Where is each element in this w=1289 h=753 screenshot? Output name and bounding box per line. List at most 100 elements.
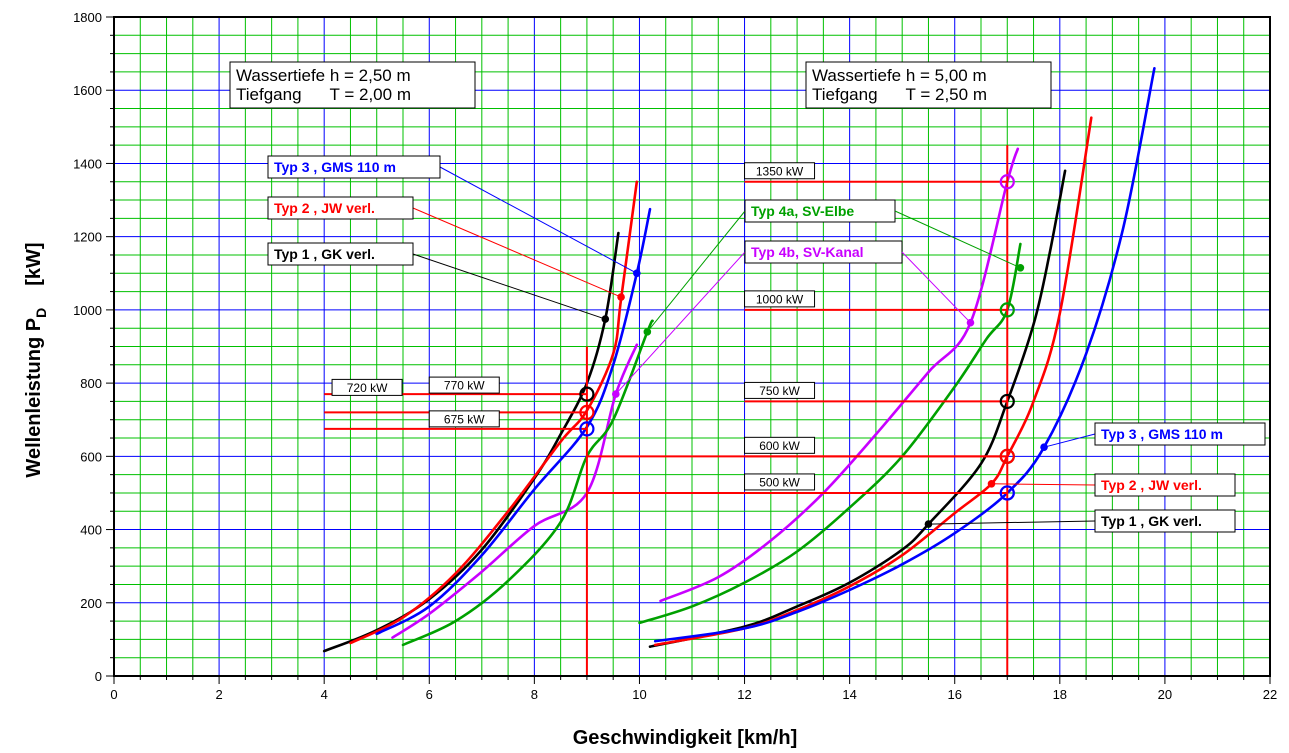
legend-leader-line [412,207,622,298]
reference-label: 600 kW [744,436,816,454]
y-tick-label: 200 [80,596,102,611]
legend-leader-line [901,251,971,324]
curve-deep-blue [653,67,1156,643]
reference-label-box [744,436,816,454]
y-tick-label: 1600 [73,83,102,98]
legend-leader-line [991,483,1096,486]
y-tick-label: 400 [80,523,102,538]
legend-label-text: Typ 3 , GMS 110 m [1101,426,1223,442]
legend-anchor-dot [966,318,975,327]
reference-label: 1000 kW [744,290,816,308]
x-tick-label: 16 [947,687,961,702]
reference-label-text: 720 kW [347,381,388,395]
x-tick-label: 2 [215,687,222,702]
reference-point-marker [579,404,595,420]
x-tick-label: 14 [842,687,856,702]
legend-label-text: Typ 1 , GK verl. [1101,513,1202,529]
grid [113,16,1271,677]
y-tick-label: 600 [80,449,102,464]
legend-label: Typ 4b, SV-Kanal [612,240,903,398]
reference-label-text: 600 kW [759,439,800,453]
legend-label-box [1094,473,1236,497]
legend-label: Typ 3 , GMS 110 m [1040,422,1266,451]
svg-text:Wellenleistung PD[kW]: Wellenleistung PD [kW] [23,242,49,477]
legend-anchor-dot [633,269,641,278]
x-tick-label: 20 [1158,687,1172,702]
y-tick-label: 0 [95,669,102,684]
legend-anchor-dot [612,390,620,398]
curve-shallow-green [401,319,654,647]
info-box-line2: Tiefgang T = 2,00 m [236,85,411,104]
legend-anchor-dot [987,479,996,488]
reference-lines [324,145,1009,676]
reference-label-box [331,378,403,396]
reference-label: 750 kW [744,381,816,399]
reference-label-box [744,290,816,308]
reference-label: 720 kW [331,378,403,396]
curve-deep-magenta [659,147,1020,603]
x-tick-label: 4 [321,687,328,702]
x-tick-label: 10 [632,687,646,702]
legend-anchor-dot [617,293,625,301]
y-axis-title-unit: [kW] [23,242,45,285]
reference-label-box [428,410,500,428]
legend-anchor-dot [924,520,933,528]
legend-leader-line [928,520,1096,525]
y-tick-label: 1000 [73,303,102,318]
legend-leader-line [615,251,746,395]
legend-label-text: Typ 4b, SV-Kanal [751,244,864,260]
reference-point-marker [579,386,595,402]
info-box-frame [229,61,476,109]
reference-label-text: 675 kW [444,412,485,426]
reference-label-box [428,376,500,394]
reference-label-text: 750 kW [759,384,800,398]
reference-label-text: 500 kW [759,475,800,489]
reference-label: 500 kW [744,473,816,491]
annotations: 770 kW 720 kW 675 kW 1350 kW 1000 kW 750 kW 60… [229,61,1266,533]
legend-label: Typ 2 , JW verl. [267,196,625,301]
curve-deep-green [638,242,1022,625]
reference-label: 1350 kW [744,162,816,180]
legend-label-text: Typ 2 , JW verl. [274,200,375,216]
reference-label-box [744,162,816,180]
reference-point-marker [999,485,1015,501]
reference-point-marker [999,174,1015,190]
reference-point-marker [999,448,1015,464]
reference-label-box [744,473,816,491]
y-axis-title-subscript: D [33,308,49,318]
reference-label-box [744,381,816,399]
legend-label: Typ 3 , GMS 110 m [267,155,641,278]
legend-label: Typ 1 , GK verl. [924,509,1236,533]
legend-leader-line [646,210,746,333]
y-tick-label: 1400 [73,156,102,171]
legend-label: Typ 2 , JW verl. [987,473,1236,497]
legend-label-box [267,242,414,266]
reference-point-marker [999,302,1015,318]
y-tick-label: 800 [80,376,102,391]
y-axis-title-main: Wellenleistung P [23,318,45,478]
legend-leader-line [439,166,638,274]
legend-leader-line [1043,433,1096,448]
legend-label-box [267,196,414,220]
y-axis-title: Wellenleistung PD [kW] [23,242,49,477]
legend-label-box [1094,509,1236,533]
x-tick-label: 18 [1053,687,1067,702]
legend-anchor-dot [1040,443,1048,451]
info-box-line2: Tiefgang T = 2,50 m [812,85,987,104]
legend-label-text: Typ 4a, SV-Elbe [751,203,854,219]
legend-anchor-dot [601,315,610,323]
reference-label-text: 1350 kW [756,164,804,178]
x-tick-label: 12 [737,687,751,702]
legend-label-box [267,155,441,179]
reference-label-text: 770 kW [444,379,485,393]
y-tick-label: 1800 [73,10,102,25]
legend-anchor-dot [1016,263,1025,272]
reference-point-marker [999,393,1015,410]
legend-label: Typ 4a, SV-Elbe [643,199,896,336]
curve-deep-black [648,169,1067,648]
curve-shallow-red [349,180,639,645]
x-tick-label: 22 [1263,687,1277,702]
reference-label-text: 1000 kW [756,292,804,306]
